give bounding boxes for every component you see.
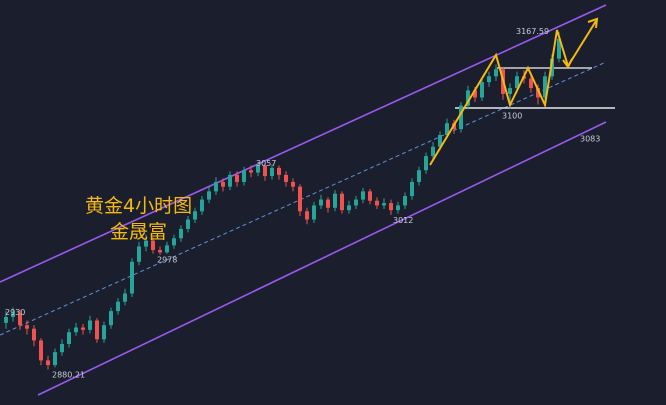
candle-body [459,105,463,130]
chart-subtitle: 金晟富 [110,221,167,243]
candle-body [536,88,540,98]
zigzag-path [429,29,569,166]
candle-body [326,199,330,208]
candle-body [221,181,225,187]
candle-body [494,69,498,77]
candle-body [186,219,190,229]
candle-body [256,165,260,173]
candle-body [144,240,148,247]
candle-body [284,174,288,182]
candle-body [424,156,428,171]
candle-body [375,200,379,206]
candle-body [172,238,176,246]
chart-title: 黄金4小时图 [85,195,192,217]
lower-channel [37,121,607,396]
candle-body [277,167,281,175]
candle-body [228,174,232,187]
candle-body [403,196,407,206]
price-label: 2930 [5,308,25,317]
candle-body [25,325,29,329]
candle-body [53,352,57,366]
candle-body [242,170,246,182]
price-label: 3057 [256,159,276,168]
candle-body [4,316,8,323]
candle-body [102,325,106,340]
candle-body [529,78,533,89]
candle-body [298,186,302,212]
candle-body [466,90,470,106]
price-labels: 2930 2880.21 2978 3057 3012 3100 3083 3167.59 [5,27,600,379]
arrow-shaft [567,20,597,67]
candle-body [249,170,253,173]
candle-body [557,38,561,59]
candle-body [165,245,169,253]
candle-body [60,343,64,353]
candle-body [81,327,85,330]
candle-body [487,76,491,83]
price-label: 3083 [580,134,600,143]
candle-body [438,135,442,147]
candle-body [116,301,120,312]
candle-body [515,76,519,89]
price-label: 3167.59 [516,27,549,36]
candle-body [354,199,358,206]
candle-body [473,90,477,98]
candle-body [312,205,316,220]
price-label: 2880.21 [52,371,85,380]
candle-body [291,181,295,187]
candle-body [368,191,372,201]
candle-body [417,170,421,182]
candle-body [123,293,127,302]
candle-body [389,203,393,211]
candle-body [270,167,274,177]
price-label: 3100 [502,112,522,121]
candle-body [18,313,22,326]
candle-body [480,82,484,98]
candles [4,32,561,370]
candle-body [508,88,512,94]
candle-body [11,313,15,317]
price-label: 3012 [393,216,413,225]
candle-body [193,211,197,220]
candle-body [445,123,449,135]
candle-body [347,205,351,211]
candle-body [431,146,435,157]
candle-body [340,193,344,211]
arrow-head [587,17,599,29]
candle-body [158,250,162,253]
candle-body [74,327,78,333]
candle-body [543,76,547,98]
candle-body [151,240,155,251]
candle-body [200,199,204,212]
candle-body [95,320,99,340]
candle-body [88,320,92,330]
candle-body [207,191,211,200]
candle-body [179,228,183,239]
candle-body [361,191,365,200]
zigzag-arrows [429,17,599,166]
candle-body [382,203,386,206]
candle-body [214,181,218,192]
upper-channel [0,4,607,283]
candle-body [137,246,141,262]
candle-body [32,328,36,341]
candle-body [235,174,239,182]
candle-body [333,193,337,208]
candle-body [109,311,113,326]
candle-body [305,211,309,220]
candle-body [396,205,400,211]
candle-body [263,165,267,177]
candle-body [410,181,414,197]
candle-body [130,261,134,294]
candle-body [319,199,323,206]
candle-body [67,332,71,344]
candle-body [46,360,50,366]
candle-body [39,340,43,361]
price-label: 2978 [157,256,177,265]
